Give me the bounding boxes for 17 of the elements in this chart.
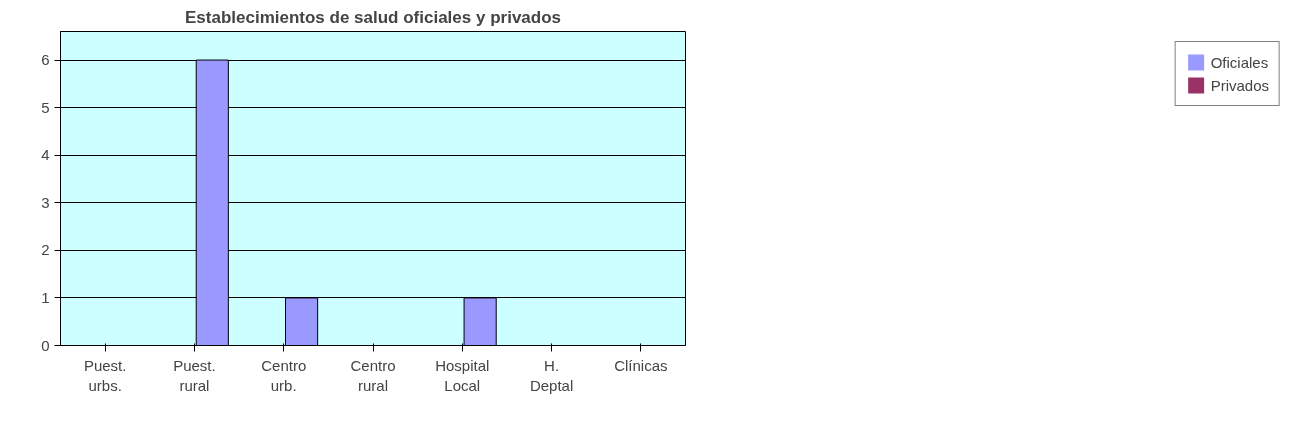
x-tick-label: Puest. urbs. <box>83 356 127 394</box>
chart-title: Establecimientos de salud oficiales y privados <box>184 7 562 27</box>
legend-label: Privados <box>1210 76 1269 94</box>
x-tick-label: Clínicas <box>614 356 668 374</box>
y-tick-label: 6 <box>41 51 50 69</box>
y-tick-label: 1 <box>41 288 50 306</box>
x-tick-label: Hospital Local <box>435 356 490 394</box>
x-tick-label: H. Deptal <box>529 356 574 394</box>
x-tick-label: Centro rural <box>350 356 396 394</box>
y-tick-label: 5 <box>41 98 50 116</box>
y-tick-label: 4 <box>41 146 50 164</box>
legend-label: Oficiales <box>1210 53 1269 71</box>
y-tick-label: 3 <box>41 193 50 211</box>
y-tick-label: 2 <box>41 241 50 259</box>
y-tick-label: 0 <box>41 336 50 354</box>
x-tick-label: Puest. rural <box>173 356 216 394</box>
x-tick-label: Centro urb. <box>261 356 307 394</box>
